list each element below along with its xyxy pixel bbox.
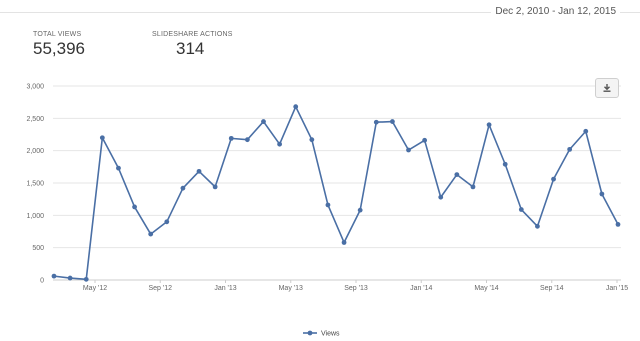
legend[interactable]: Views [303, 331, 340, 338]
y-tick-label: 500 [32, 245, 44, 252]
header-divider [0, 12, 640, 13]
x-tick-label: Sep '13 [344, 285, 368, 292]
y-tick-label: 1,000 [26, 213, 44, 220]
data-point[interactable] [357, 207, 363, 213]
series-line-views [53, 105, 619, 281]
legend-label: Views [321, 331, 340, 338]
total-views-value: 55,396 [33, 39, 85, 58]
total-views-label: TOTAL VIEWS [33, 31, 82, 38]
data-point[interactable] [83, 276, 89, 282]
date-range[interactable]: Dec 2, 2010 - Jan 12, 2015 [491, 6, 620, 17]
x-tick-label: Jan '13 [214, 285, 236, 292]
y-tick-label: 1,500 [26, 181, 44, 188]
data-point[interactable] [132, 204, 137, 210]
legend-marker [307, 330, 313, 336]
data-point[interactable] [583, 128, 589, 134]
data-point[interactable] [502, 161, 508, 167]
data-point[interactable] [486, 122, 492, 128]
data-point[interactable] [599, 191, 605, 197]
data-point[interactable] [454, 172, 460, 177]
data-point[interactable] [390, 119, 395, 124]
y-tick-label: 0 [40, 278, 44, 285]
data-point[interactable] [196, 168, 202, 174]
data-point[interactable] [261, 119, 266, 124]
data-point[interactable] [180, 185, 186, 191]
data-point[interactable] [293, 104, 299, 110]
slideshare-actions-label: SLIDESHARE ACTIONS [152, 31, 233, 38]
data-point[interactable] [470, 184, 476, 190]
data-point[interactable] [422, 137, 428, 143]
data-point[interactable] [341, 240, 347, 245]
x-tick-label: May '12 [83, 285, 107, 292]
x-tick-label: May '13 [279, 285, 303, 292]
data-point[interactable] [567, 146, 573, 152]
data-point[interactable] [148, 231, 154, 237]
total-views-stat: TOTAL VIEWS 55,396 [33, 31, 85, 59]
slideshare-actions-stat: SLIDESHARE ACTIONS 314 [152, 31, 233, 59]
data-point[interactable] [67, 275, 73, 281]
data-point[interactable] [551, 176, 556, 182]
x-tick-label: Sep '14 [540, 285, 564, 292]
x-tick-label: Jan '15 [606, 285, 628, 292]
x-tick-label: Jan '14 [410, 285, 432, 292]
y-tick-label: 2,000 [26, 148, 44, 155]
x-tick-label: May '14 [474, 285, 498, 292]
data-point[interactable] [116, 165, 121, 171]
x-tick-label: Sep '12 [148, 285, 172, 292]
data-point[interactable] [164, 219, 170, 225]
data-point[interactable] [615, 221, 621, 227]
data-point[interactable] [309, 137, 315, 143]
data-point[interactable] [325, 202, 331, 208]
data-point[interactable] [228, 135, 234, 141]
data-point[interactable] [244, 137, 250, 143]
download-button[interactable] [595, 78, 619, 98]
data-point[interactable] [212, 184, 218, 190]
data-point[interactable] [373, 119, 379, 125]
download-icon [603, 84, 611, 92]
data-point[interactable] [51, 273, 57, 279]
y-tick-label: 2,500 [26, 116, 44, 123]
data-point[interactable] [406, 147, 411, 153]
slideshare-actions-value: 314 [176, 39, 205, 58]
data-point[interactable] [99, 135, 105, 141]
data-point[interactable] [518, 207, 524, 212]
data-point[interactable] [438, 194, 444, 200]
data-point[interactable] [535, 223, 540, 229]
y-tick-label: 3,000 [26, 84, 44, 91]
data-point[interactable] [277, 141, 282, 147]
